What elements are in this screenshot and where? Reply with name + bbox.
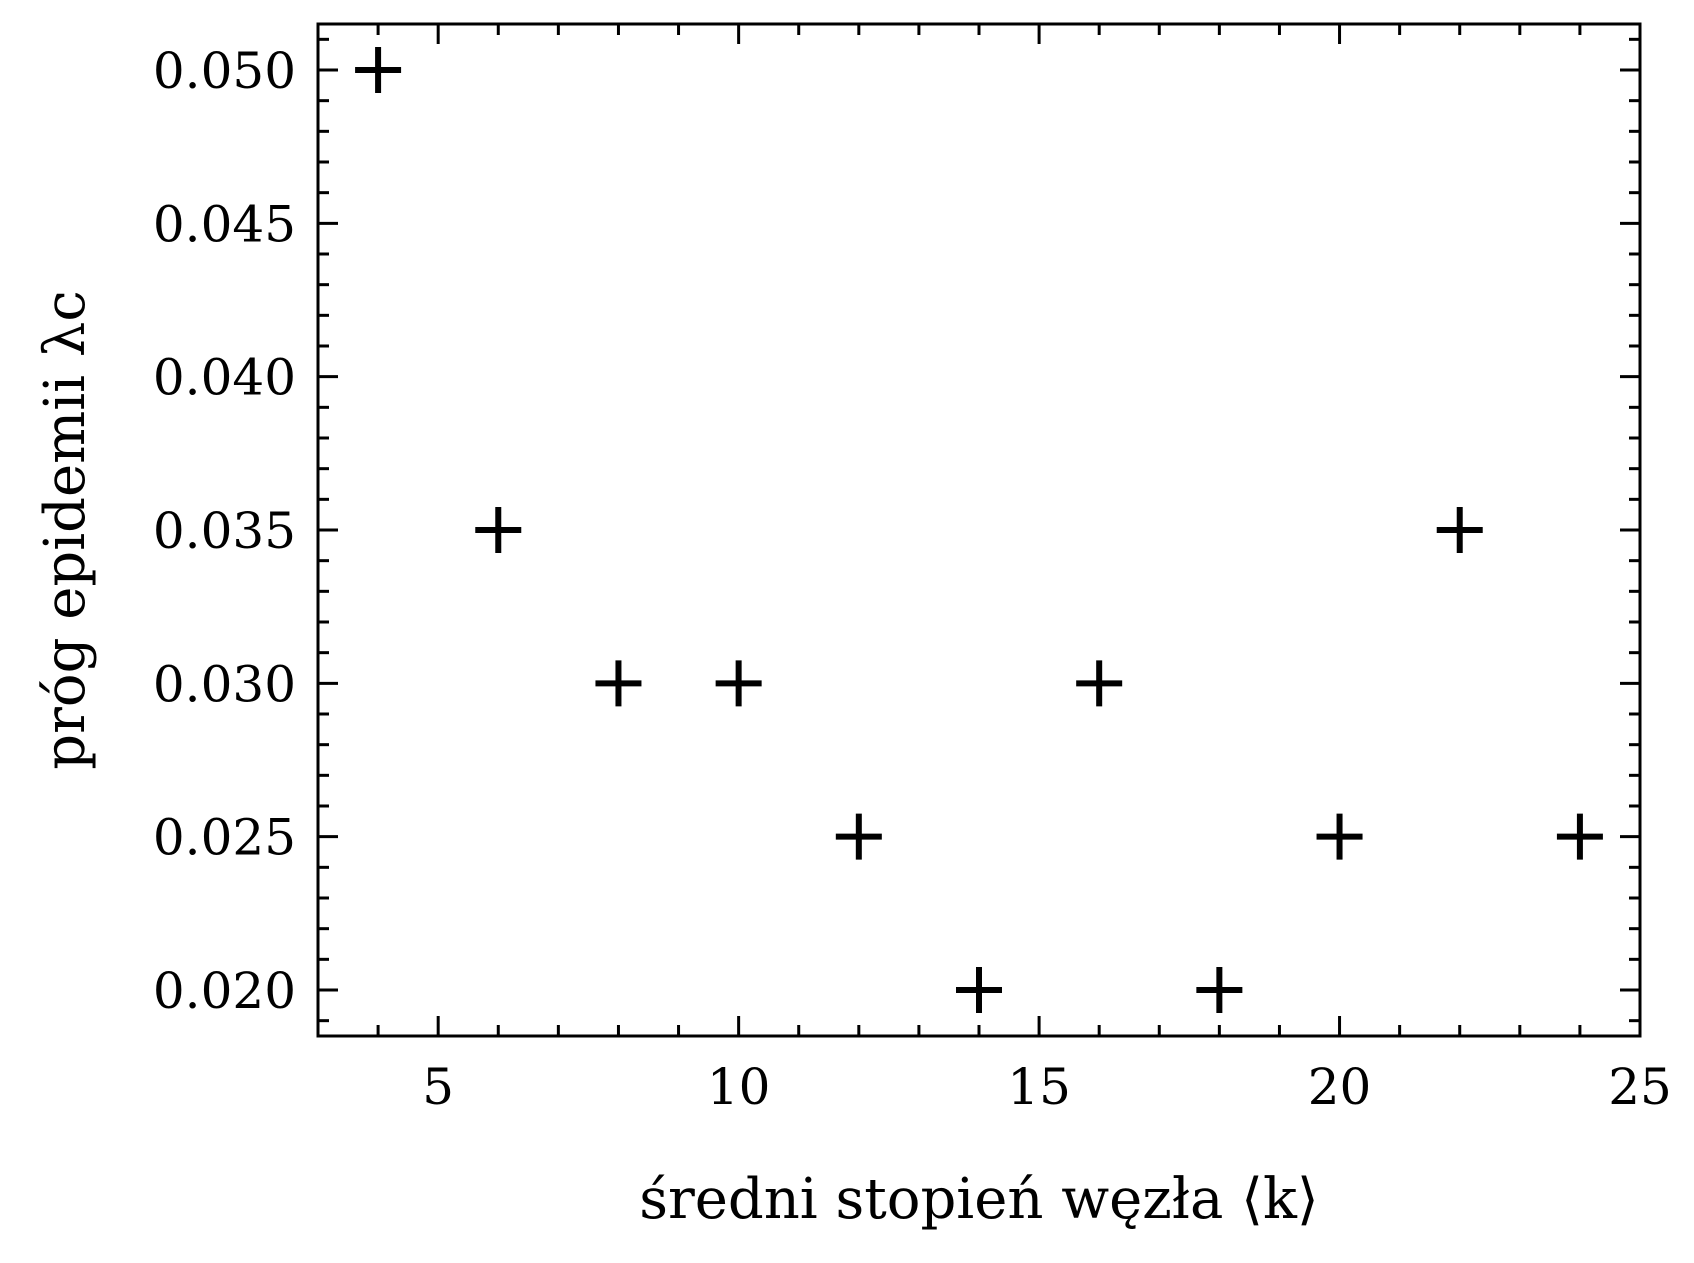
y-tick-label: 0.030	[153, 655, 296, 713]
data-point	[475, 507, 522, 553]
y-tick-label: 0.035	[153, 502, 296, 560]
data-point	[595, 660, 642, 707]
x-tick-label: 5	[422, 1058, 454, 1116]
y-tick-label: 0.025	[153, 809, 296, 867]
y-tick-labels: 0.020 0.025 0.030 0.035 0.040 0.045 0.050	[153, 42, 296, 1020]
data-point	[1316, 813, 1363, 860]
y-axis-title: próg epidemii λc	[33, 290, 98, 769]
data-point	[835, 813, 882, 860]
x-tick-labels: 5 10 15 20 25	[422, 1058, 1672, 1116]
y-tick-label: 0.050	[153, 42, 296, 100]
data-point	[715, 660, 762, 707]
data-markers	[355, 47, 1603, 1013]
data-point	[1436, 507, 1483, 553]
plot-frame	[316, 22, 1642, 1038]
y-tick-label: 0.045	[153, 195, 296, 253]
data-point	[1196, 967, 1243, 1013]
data-point	[956, 967, 1002, 1013]
data-point	[1556, 813, 1603, 860]
x-tick-label: 15	[1007, 1058, 1071, 1116]
x-tick-label: 20	[1308, 1058, 1372, 1116]
minor-ticks	[316, 24, 1640, 1036]
data-point	[1076, 660, 1123, 707]
x-tick-label: 25	[1608, 1058, 1672, 1116]
x-axis-title: średni stopień węzła ⟨k⟩	[639, 1167, 1319, 1232]
x-tick-label: 10	[707, 1058, 771, 1116]
data-point	[355, 47, 402, 93]
y-tick-label: 0.020	[153, 962, 296, 1020]
y-tick-label: 0.040	[153, 349, 296, 407]
major-ticks	[318, 24, 1642, 1036]
